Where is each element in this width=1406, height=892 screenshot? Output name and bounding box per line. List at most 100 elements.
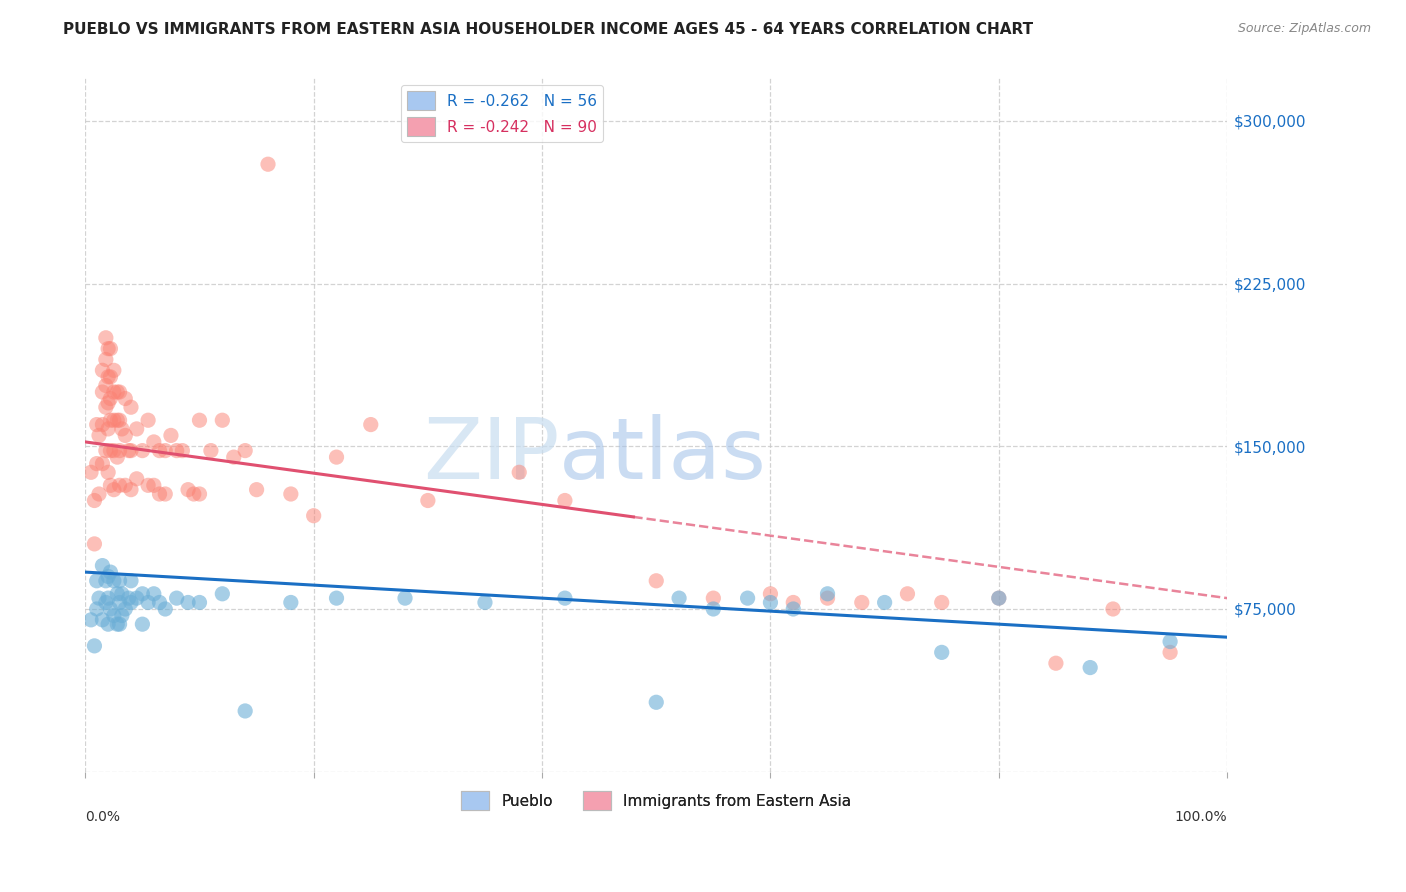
Point (172, 443, 194, 458)
Point (94, 401, 117, 415)
Point (233, 443, 256, 458)
Point (136, 595, 159, 609)
Point (817, 591, 839, 606)
Point (97, 617, 120, 632)
Point (100, 369, 122, 384)
Point (91, 613, 114, 627)
Point (987, 591, 1010, 606)
Legend: Pueblo, Immigrants from Eastern Asia: Pueblo, Immigrants from Eastern Asia (456, 785, 858, 816)
Point (1045, 657, 1067, 671)
Point (97, 465, 120, 479)
Point (97, 342, 120, 356)
Point (125, 472, 148, 486)
Point (94, 595, 117, 609)
Point (474, 595, 496, 609)
Point (1102, 602, 1125, 616)
Point (108, 595, 131, 609)
Text: PUEBLO VS IMMIGRANTS FROM EASTERN ASIA HOUSEHOLDER INCOME AGES 45 - 64 YEARS COR: PUEBLO VS IMMIGRANTS FROM EASTERN ASIA H… (63, 22, 1033, 37)
Point (155, 602, 177, 616)
Point (108, 617, 131, 632)
Point (94, 331, 117, 345)
Point (114, 478, 136, 492)
Point (851, 595, 873, 609)
Point (1159, 634, 1181, 648)
Point (668, 591, 690, 606)
Point (94, 352, 117, 367)
Point (83, 639, 105, 653)
Point (155, 487, 177, 501)
Point (111, 587, 134, 601)
Point (416, 493, 439, 508)
Point (759, 595, 782, 609)
Text: atlas: atlas (560, 414, 768, 498)
Point (100, 443, 122, 458)
Point (97, 369, 120, 384)
Point (1159, 645, 1181, 659)
Point (87, 487, 110, 501)
Point (120, 443, 142, 458)
Point (737, 591, 759, 606)
Point (211, 587, 233, 601)
Point (100, 392, 122, 406)
Point (148, 595, 170, 609)
Point (245, 483, 267, 497)
Point (142, 478, 165, 492)
Point (222, 450, 245, 464)
Point (103, 608, 125, 623)
Point (155, 443, 177, 458)
Point (782, 602, 804, 616)
Point (94, 443, 117, 458)
Point (645, 695, 668, 709)
Point (257, 157, 280, 171)
Point (817, 587, 839, 601)
Point (302, 508, 325, 523)
Point (394, 591, 416, 606)
Point (759, 587, 782, 601)
Point (131, 617, 153, 632)
Point (177, 595, 200, 609)
Point (114, 602, 136, 616)
Point (233, 704, 256, 718)
Point (280, 487, 302, 501)
Point (188, 595, 211, 609)
Point (80, 465, 103, 479)
Point (131, 587, 153, 601)
Point (103, 483, 125, 497)
Point (166, 591, 188, 606)
Point (83, 493, 105, 508)
Point (200, 443, 222, 458)
Point (120, 574, 142, 588)
Point (105, 384, 128, 399)
Point (86, 417, 108, 432)
Point (702, 602, 724, 616)
Point (86, 457, 108, 471)
Text: ZIP: ZIP (423, 414, 560, 498)
Point (91, 558, 114, 573)
Point (148, 487, 170, 501)
Point (91, 363, 114, 377)
Point (100, 413, 122, 427)
Point (87, 428, 110, 442)
Point (86, 574, 108, 588)
Point (183, 487, 205, 501)
Point (103, 574, 125, 588)
Point (103, 443, 125, 458)
Point (100, 602, 122, 616)
Point (1078, 660, 1101, 674)
Point (118, 591, 141, 606)
Point (177, 483, 200, 497)
Point (325, 450, 347, 464)
Point (97, 569, 120, 583)
Point (142, 434, 165, 449)
Point (91, 384, 114, 399)
Point (114, 428, 136, 442)
Point (80, 613, 103, 627)
Point (94, 574, 117, 588)
Point (702, 591, 724, 606)
Point (120, 595, 142, 609)
Point (111, 422, 134, 436)
Point (108, 384, 131, 399)
Point (120, 401, 142, 415)
Point (554, 493, 576, 508)
Point (94, 378, 117, 392)
